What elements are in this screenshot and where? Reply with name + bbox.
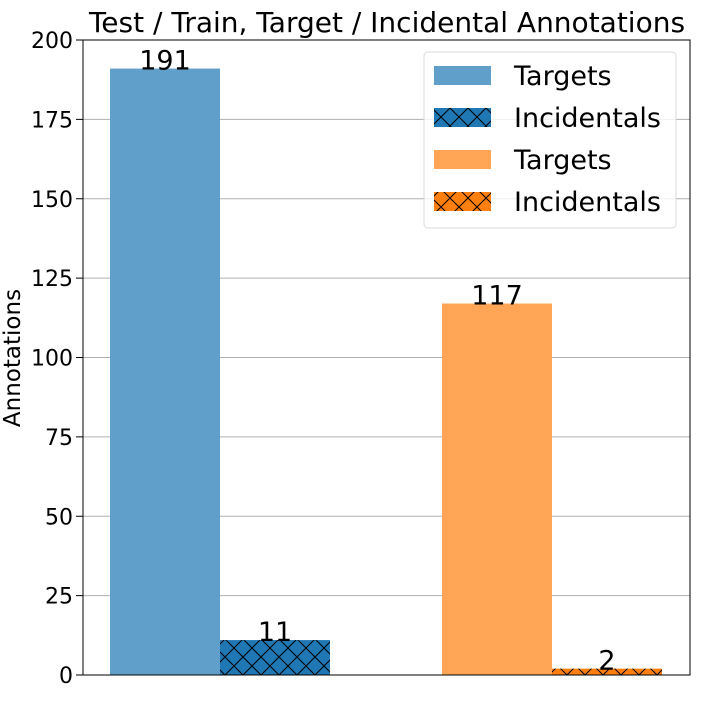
- bar-value-label: 191: [139, 46, 191, 77]
- y-tick-label: 150: [31, 188, 73, 213]
- y-tick-label: 125: [31, 267, 73, 292]
- y-tick-label: 100: [31, 347, 73, 372]
- y-tick-label: 75: [45, 426, 73, 451]
- bar-target: [442, 303, 552, 675]
- legend-swatch-hatch: [434, 108, 491, 127]
- bar-hatch: [220, 640, 330, 675]
- legend-swatch-hatch: [434, 192, 491, 211]
- chart-title: Test / Train, Target / Incidental Annota…: [88, 6, 685, 39]
- bar-target: [110, 68, 220, 675]
- y-tick-label: 25: [45, 585, 73, 610]
- bar-value-label: 117: [471, 281, 523, 312]
- y-axis-label: Annotations: [0, 289, 26, 427]
- y-tick-label: 0: [59, 664, 73, 689]
- plot-frame: [82, 39, 691, 676]
- legend-label: Incidentals: [514, 103, 661, 134]
- axes: 0 25 50 75 100 125 150 175 200: [31, 29, 691, 689]
- legend: Targets Incidentals Targets Incidentals: [423, 51, 677, 229]
- legend-label: Incidentals: [514, 187, 661, 218]
- y-tick-label: 200: [31, 29, 73, 54]
- y-tick-label: 175: [31, 108, 73, 133]
- legend-swatch: [434, 66, 491, 85]
- bars: 191 11 117 2: [110, 46, 662, 677]
- legend-label: Targets: [513, 145, 612, 176]
- bar-hatch: [552, 668, 662, 675]
- legend-swatch: [434, 150, 491, 169]
- bar-value-label: 2: [598, 646, 615, 677]
- legend-label: Targets: [513, 61, 612, 92]
- bar-value-label: 11: [258, 617, 292, 648]
- legend-box: [423, 51, 677, 229]
- y-tick-label: 50: [45, 505, 73, 530]
